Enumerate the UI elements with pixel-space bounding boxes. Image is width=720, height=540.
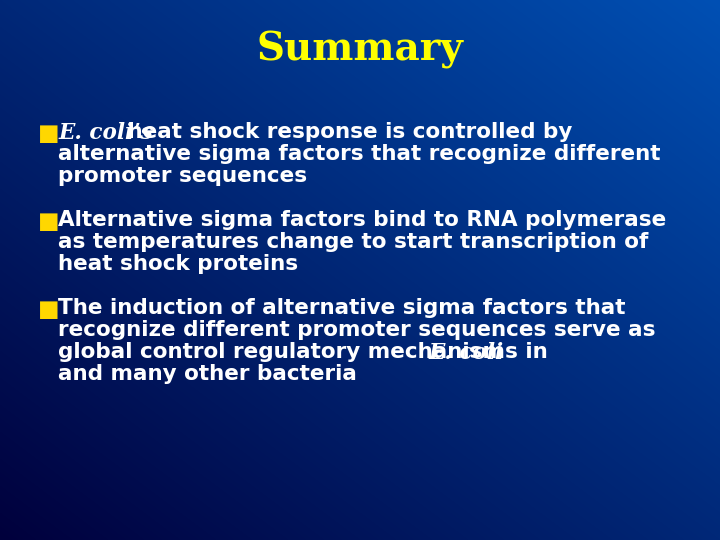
Text: E. coli: E. coli [428,342,503,364]
Text: global control regulatory mechanisms in: global control regulatory mechanisms in [58,342,555,362]
Text: recognize different promoter sequences serve as: recognize different promoter sequences s… [58,320,655,340]
Text: promoter sequences: promoter sequences [58,166,307,186]
Text: ■: ■ [38,210,60,233]
Text: ■: ■ [38,122,60,145]
Text: heat shock proteins: heat shock proteins [58,254,298,274]
Text: and many other bacteria: and many other bacteria [58,364,357,384]
Text: alternative sigma factors that recognize different: alternative sigma factors that recognize… [58,144,660,164]
Text: Alternative sigma factors bind to RNA polymerase: Alternative sigma factors bind to RNA po… [58,210,666,230]
Text: heat shock response is controlled by: heat shock response is controlled by [120,122,572,142]
Text: Summary: Summary [256,31,464,69]
Text: as temperatures change to start transcription of: as temperatures change to start transcri… [58,232,649,252]
Text: E. coli’s: E. coli’s [58,122,153,144]
Text: ■: ■ [38,298,60,321]
Text: The induction of alternative sigma factors that: The induction of alternative sigma facto… [58,298,626,318]
